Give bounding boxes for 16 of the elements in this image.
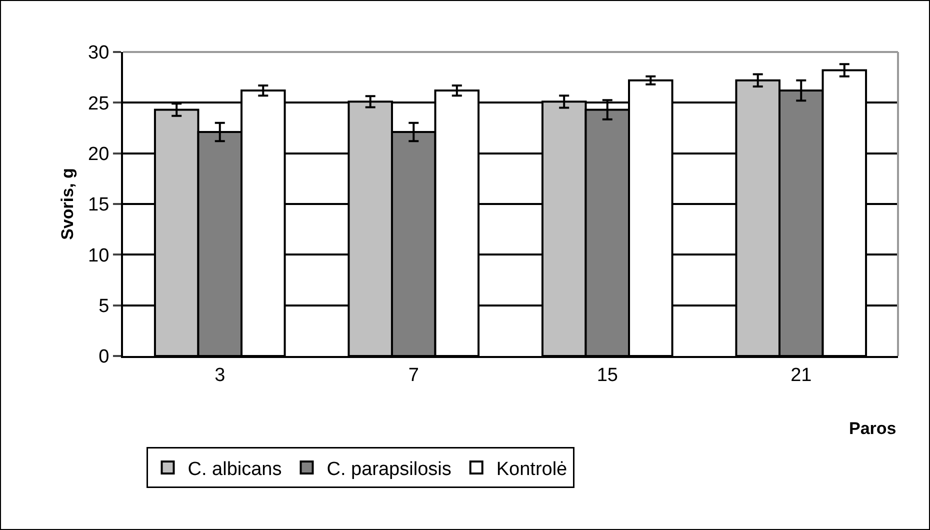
y-tick-label: 30 bbox=[88, 42, 110, 64]
y-tick-label: 0 bbox=[98, 346, 110, 368]
x-tick-label: 7 bbox=[408, 364, 419, 386]
x-tick-label: 21 bbox=[790, 364, 812, 386]
y-tick-label: 20 bbox=[88, 144, 110, 165]
y-tick-label: 5 bbox=[98, 296, 110, 317]
y-tick-label: 10 bbox=[88, 245, 110, 266]
legend-label: C. albicans bbox=[188, 458, 282, 480]
legend-label: C. parapsilosis bbox=[326, 458, 452, 480]
y-tick-label: 15 bbox=[88, 194, 110, 216]
x-tick-label: 15 bbox=[596, 364, 618, 386]
x-tick-label: 3 bbox=[214, 364, 226, 386]
y-tick-label: 25 bbox=[88, 93, 110, 114]
legend-label: Kontrolė bbox=[496, 458, 568, 480]
y-axis-title: Svoris, g bbox=[58, 168, 78, 240]
x-axis-title: Paros bbox=[849, 419, 896, 438]
